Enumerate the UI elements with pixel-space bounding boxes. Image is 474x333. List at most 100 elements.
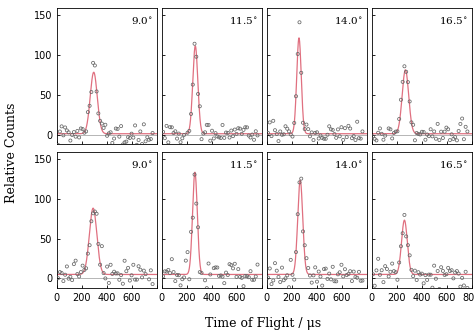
- Point: [128, 131, 136, 136]
- Point: [327, 277, 335, 282]
- Point: [65, 276, 73, 281]
- Point: [446, 268, 454, 274]
- Point: [343, 135, 350, 140]
- Point: [291, 277, 298, 282]
- Point: [285, 129, 293, 134]
- Point: [222, 130, 230, 135]
- Point: [166, 125, 174, 130]
- Point: [110, 136, 118, 141]
- Point: [228, 128, 235, 133]
- Point: [170, 269, 177, 275]
- Point: [371, 136, 378, 142]
- Point: [91, 209, 99, 214]
- Point: [81, 267, 88, 273]
- Point: [423, 132, 431, 137]
- Point: [172, 278, 179, 284]
- Point: [98, 121, 106, 126]
- Point: [198, 270, 205, 276]
- Point: [252, 129, 260, 134]
- Point: [161, 269, 169, 274]
- Point: [374, 130, 382, 136]
- Point: [406, 253, 413, 258]
- Point: [126, 135, 134, 141]
- Point: [142, 139, 149, 144]
- Point: [84, 251, 91, 256]
- Point: [331, 279, 338, 284]
- Text: Time of Flight / μs: Time of Flight / μs: [205, 317, 321, 330]
- Point: [182, 258, 190, 263]
- Point: [415, 269, 422, 275]
- Point: [228, 262, 235, 268]
- Point: [86, 242, 93, 248]
- Point: [287, 257, 294, 262]
- Point: [439, 135, 447, 141]
- Point: [421, 137, 429, 143]
- Point: [138, 142, 146, 147]
- Point: [269, 278, 277, 283]
- Point: [129, 135, 137, 140]
- Point: [401, 64, 408, 69]
- Point: [287, 132, 294, 137]
- Point: [129, 262, 137, 267]
- Point: [191, 172, 198, 177]
- Point: [393, 277, 401, 282]
- Point: [268, 281, 275, 287]
- Point: [464, 285, 471, 291]
- Point: [354, 119, 361, 125]
- Point: [451, 270, 459, 275]
- Point: [140, 122, 147, 127]
- Point: [294, 211, 301, 217]
- Point: [72, 258, 80, 263]
- Point: [380, 137, 387, 143]
- Point: [289, 272, 296, 277]
- Point: [455, 128, 463, 134]
- Point: [77, 269, 85, 275]
- Point: [369, 134, 377, 139]
- Point: [324, 276, 331, 281]
- Point: [194, 225, 202, 230]
- Point: [413, 130, 420, 136]
- Point: [416, 272, 424, 277]
- Point: [226, 135, 233, 140]
- Point: [273, 132, 281, 137]
- Point: [383, 143, 391, 148]
- Point: [241, 273, 249, 279]
- Point: [198, 137, 205, 142]
- Point: [107, 262, 114, 267]
- Point: [460, 283, 468, 288]
- Point: [133, 142, 141, 148]
- Point: [177, 283, 184, 288]
- Point: [146, 277, 153, 282]
- Point: [451, 135, 459, 140]
- Point: [313, 279, 321, 284]
- Point: [438, 129, 445, 134]
- Point: [68, 132, 76, 138]
- Point: [439, 268, 447, 274]
- Point: [332, 135, 340, 141]
- Point: [292, 94, 300, 99]
- Point: [58, 270, 65, 276]
- Point: [301, 243, 309, 248]
- Point: [357, 136, 365, 141]
- Point: [380, 279, 387, 285]
- Point: [133, 277, 141, 282]
- Point: [213, 265, 221, 270]
- Text: 16.5$^{\circ}$: 16.5$^{\circ}$: [439, 159, 468, 171]
- Point: [350, 269, 357, 274]
- Point: [192, 201, 200, 206]
- Point: [275, 274, 283, 280]
- Point: [460, 137, 468, 142]
- Point: [79, 126, 86, 132]
- Point: [81, 130, 88, 135]
- Point: [462, 269, 469, 274]
- Point: [438, 265, 445, 270]
- Point: [276, 279, 284, 285]
- Point: [387, 269, 394, 274]
- Point: [341, 126, 349, 131]
- Point: [184, 130, 191, 136]
- Point: [135, 137, 142, 143]
- Point: [123, 268, 130, 274]
- Point: [138, 275, 146, 280]
- Point: [201, 278, 209, 283]
- Point: [164, 267, 172, 273]
